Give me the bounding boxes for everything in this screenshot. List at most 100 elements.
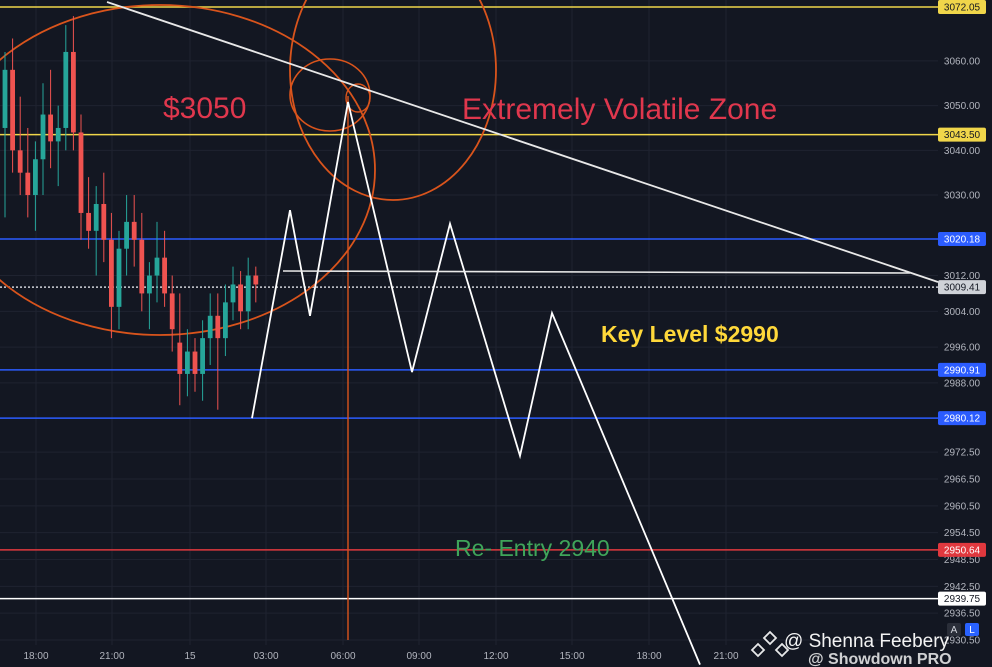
price-tick-12: 2948.50 [944,555,981,566]
price-tick-7: 2988.00 [944,378,981,389]
candle-body-3 [25,172,31,196]
volatile-zone-circle [289,0,497,201]
auto-scale-label: A [951,625,958,636]
level-price-labels: 3072.05 3043.50 3020.18 3009.41 2990.91 2980.… [938,0,986,606]
price-tick-8: 2972.50 [944,448,981,459]
candle-body-20 [154,257,160,276]
level-label-7: 2939.75 [944,594,981,605]
auto-scale-button[interactable] [947,623,961,636]
price-tick-9: 2966.50 [944,475,981,486]
candle-body-24 [185,351,190,374]
grid-lines [0,0,938,645]
watermark-line-1: @ Shenna Feebery [784,631,950,652]
level-label-2: 3020.18 [944,234,981,245]
level-label-bg-5 [938,411,986,426]
level-label-bg-7 [938,591,986,606]
price-tick-0: 3060.00 [944,56,981,67]
price-tick-11: 2954.50 [944,528,981,539]
candle-body-4 [33,159,38,196]
price-tick-14: 2936.50 [944,609,981,620]
annotation-0: $3050 [163,92,246,125]
watermark-line-2: @ Showdown PRO [808,651,952,667]
log-scale-label: L [969,625,975,636]
price-tick-1: 3050.00 [944,101,981,112]
candle-body-30 [230,284,236,303]
candle-body-2 [17,150,23,173]
time-tick-0: 18:00 [23,651,48,662]
candle-body-0 [2,69,8,128]
time-axis: 18:00 21:00 15 03:00 06:00 09:00 12:00 15:00 18:… [23,651,738,662]
price-axis: 3060.00 3050.00 3040.00 3030.00 3012.00 3004.… [944,56,981,646]
corner-buttons: A L [947,623,979,636]
candle-body-21 [162,257,167,294]
candle-body-5 [40,114,46,160]
candle-body-18 [139,239,145,294]
level-label-bg-1 [938,127,986,142]
price-tick-15: 2930.50 [944,636,981,647]
price-tick-13: 2942.50 [944,582,981,593]
drawing-layer [0,0,939,640]
level-label-1: 3043.50 [944,130,981,141]
price-axis-panel [938,0,992,667]
candle-body-31 [238,284,243,312]
candle-body-27 [207,315,213,339]
price-tick-10: 2960.50 [944,501,981,512]
price-tick-2: 3040.00 [944,146,981,157]
level-label-3: 3009.41 [944,283,981,294]
time-tick-6: 12:00 [483,651,508,662]
level-label-6: 2950.64 [944,545,981,556]
candle-body-28 [215,315,221,339]
candle-body-10 [78,132,84,213]
candle-body-15 [116,248,122,307]
price-tick-5: 3004.00 [944,307,981,318]
candle-body-23 [177,342,183,374]
time-tick-2: 15 [184,651,196,662]
candle-body-25 [192,351,198,374]
time-tick-5: 09:00 [406,651,431,662]
horizontal-trendline [282,270,911,274]
peak-circle-inner [345,83,371,113]
level-label-5: 2980.12 [944,414,981,425]
time-tick-9: 21:00 [713,651,738,662]
annotation-3: Re- Entry 2940 [455,535,610,561]
level-label-0: 3072.05 [944,3,981,14]
candle-body-19 [147,275,152,294]
candle-body-29 [223,302,228,339]
projection-path [251,101,701,665]
text-annotations: $3050 Extremely Volatile Zone Key Level $2… [163,92,779,561]
time-tick-3: 03:00 [253,651,278,662]
candle-body-33 [253,275,259,285]
level-label-bg-3 [938,280,986,295]
candle-body-16 [124,221,129,249]
watermark-logo-icon [750,630,790,658]
candle-body-22 [169,293,175,330]
time-tick-1: 21:00 [99,651,124,662]
descending-trendline [106,1,939,283]
candle-body-32 [245,275,251,312]
candlesticks [2,16,259,410]
large-circle-drawing [0,4,376,336]
level-label-bg-0 [938,0,986,14]
candle-body-17 [131,221,137,240]
annotation-2: Key Level $2990 [601,321,779,347]
candle-body-11 [86,212,91,231]
level-label-bg-6 [938,542,986,557]
time-tick-4: 06:00 [330,651,355,662]
candle-body-14 [109,239,114,307]
candle-body-1 [10,69,15,151]
time-tick-8: 18:00 [636,651,661,662]
level-label-4: 2990.91 [944,365,981,376]
price-tick-3: 3030.00 [944,191,981,202]
price-tick-6: 2996.00 [944,343,981,354]
log-scale-button[interactable] [965,623,979,636]
candle-body-8 [63,51,69,128]
price-tick-4: 3012.00 [944,271,981,282]
candle-body-12 [93,203,99,231]
level-label-bg-2 [938,231,986,246]
candle-body-9 [71,51,76,133]
candle-body-7 [55,127,61,142]
candle-body-26 [200,338,205,374]
time-tick-7: 15:00 [559,651,584,662]
candle-body-6 [48,114,53,142]
